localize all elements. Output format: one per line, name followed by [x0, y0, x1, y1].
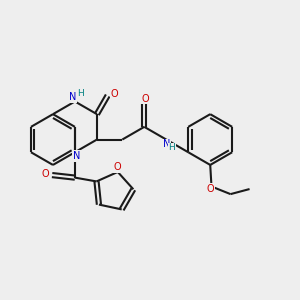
Text: N: N [73, 151, 80, 161]
Text: O: O [114, 163, 122, 172]
Text: O: O [141, 94, 149, 103]
Text: H: H [77, 89, 84, 98]
Text: H: H [168, 143, 175, 152]
Text: O: O [110, 89, 118, 99]
Text: N: N [163, 139, 170, 149]
Text: O: O [206, 184, 214, 194]
Text: O: O [42, 169, 49, 179]
Text: N: N [69, 92, 76, 102]
